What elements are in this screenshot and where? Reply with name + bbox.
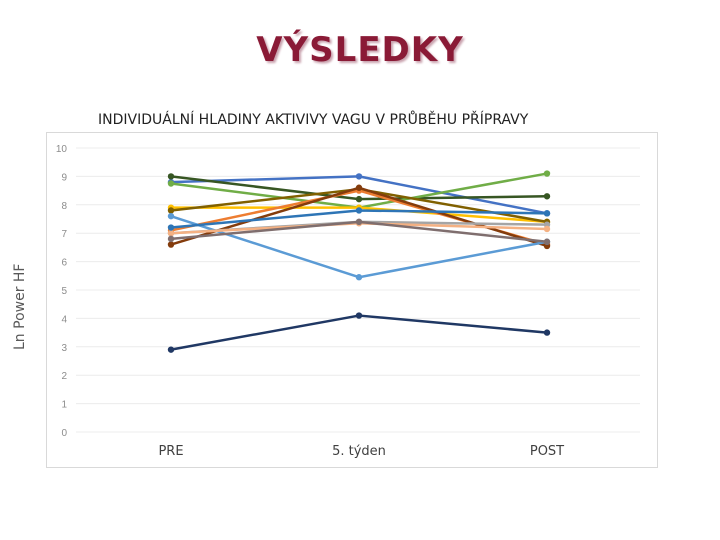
x-tick-label: POST bbox=[530, 444, 564, 459]
data-point bbox=[167, 235, 175, 243]
data-point bbox=[355, 274, 363, 281]
data-point bbox=[355, 184, 363, 191]
data-point bbox=[355, 195, 363, 203]
y-tick-label: 9 bbox=[61, 172, 67, 183]
y-tick-label: 0 bbox=[61, 428, 67, 439]
data-point bbox=[543, 170, 551, 177]
y-tick-label: 3 bbox=[61, 343, 67, 354]
data-point bbox=[543, 238, 551, 245]
y-tick-label: 10 bbox=[56, 144, 68, 155]
data-point bbox=[167, 224, 175, 231]
y-tick-label: 4 bbox=[61, 314, 67, 325]
data-point bbox=[543, 225, 551, 233]
data-point bbox=[167, 346, 175, 353]
data-point bbox=[355, 207, 363, 214]
series-line bbox=[170, 314, 548, 351]
x-tick-label: 5. týden bbox=[332, 444, 386, 459]
chart-title: INDIVIDUÁLNÍ HLADINY AKTIVIVY VAGU V PRŮ… bbox=[98, 112, 529, 128]
data-point bbox=[167, 230, 175, 237]
y-tick-label: 5 bbox=[61, 286, 67, 297]
x-tick-label: PRE bbox=[158, 444, 183, 459]
data-point bbox=[167, 207, 175, 214]
data-point bbox=[543, 329, 551, 336]
data-point bbox=[543, 193, 551, 200]
chart-area bbox=[46, 132, 658, 468]
data-point bbox=[543, 210, 551, 217]
data-point bbox=[167, 212, 175, 220]
data-point bbox=[355, 312, 363, 319]
data-point bbox=[355, 173, 363, 180]
y-tick-label: 2 bbox=[61, 371, 67, 382]
y-tick-label: 1 bbox=[61, 400, 67, 411]
data-point bbox=[167, 173, 175, 180]
data-point bbox=[355, 218, 363, 226]
y-tick-label: 6 bbox=[61, 258, 67, 269]
slide-title: VÝSLEDKY bbox=[256, 30, 464, 70]
data-point bbox=[167, 241, 175, 248]
y-tick-label: 8 bbox=[61, 201, 67, 212]
y-tick-label: 7 bbox=[61, 229, 67, 240]
data-point bbox=[167, 180, 175, 187]
